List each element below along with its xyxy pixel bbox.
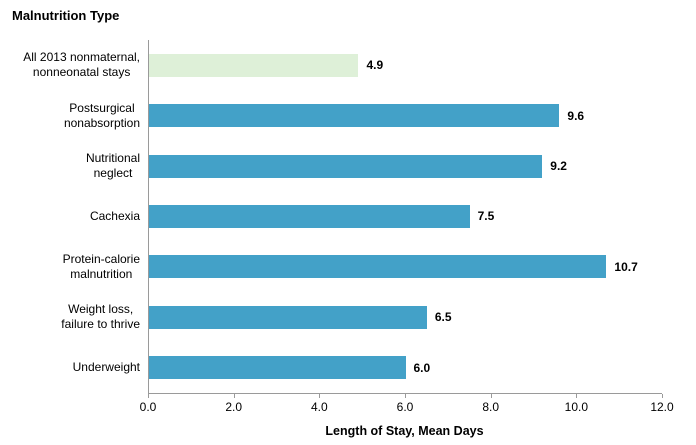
x-axis-tick-label: 6.0 xyxy=(396,400,414,414)
bar xyxy=(149,204,470,228)
x-axis-tick-label: 0.0 xyxy=(139,400,157,414)
category-label-text: Cachexia xyxy=(89,208,140,223)
x-axis-tick xyxy=(662,394,663,398)
x-axis-tick xyxy=(148,394,149,398)
x-axis-tick xyxy=(490,394,492,398)
category-labels-column: All 2013 nonmaternal, nonneonatal stays P… xyxy=(0,40,140,393)
chart-title: Malnutrition Type xyxy=(12,8,120,23)
category-label: Postsurgical nonabsorption xyxy=(0,90,140,140)
category-label-text: All 2013 nonmaternal, nonneonatal stays xyxy=(23,50,140,80)
bar-band: 9.2 xyxy=(149,141,662,191)
x-axis-tick xyxy=(233,394,235,398)
x-axis-tick xyxy=(405,394,406,398)
category-label: Protein-calorie malnutrition xyxy=(0,242,140,292)
value-label: 7.5 xyxy=(477,209,495,224)
bar xyxy=(149,154,543,178)
value-label: 9.2 xyxy=(550,159,567,174)
x-axis-tick xyxy=(576,394,578,398)
category-label-text: Underweight xyxy=(72,360,140,375)
x-axis-tick-label: 2.0 xyxy=(225,400,242,414)
x-axis-tick-label: 10.0 xyxy=(564,400,589,414)
x-axis-tick-label: 4.0 xyxy=(310,400,328,414)
bar xyxy=(149,356,406,380)
value-label: 9.6 xyxy=(567,108,585,123)
x-axis-tick-label: 12.0 xyxy=(650,400,674,414)
plot-area: 4.9 9.6 9.2 7.5 10.7 6.5 6.0 xyxy=(148,40,662,394)
bar xyxy=(149,104,560,128)
category-label: Cachexia xyxy=(0,191,140,241)
x-axis-tick xyxy=(319,394,321,398)
bar-band: 6.5 xyxy=(149,292,662,342)
value-label: 10.7 xyxy=(614,259,638,274)
bar-band: 9.6 xyxy=(149,90,662,140)
bar xyxy=(149,53,359,77)
value-label: 4.9 xyxy=(366,58,384,73)
value-label: 6.0 xyxy=(413,360,431,375)
bar-band: 10.7 xyxy=(149,242,662,292)
category-label-text: Nutritional neglect xyxy=(85,151,140,181)
bar xyxy=(149,305,427,329)
bar xyxy=(149,255,607,279)
category-label: All 2013 nonmaternal, nonneonatal stays xyxy=(0,40,140,90)
x-axis-tick-label: 8.0 xyxy=(482,400,499,414)
category-label-text: Protein-calorie malnutrition xyxy=(62,251,140,281)
category-label: Nutritional neglect xyxy=(0,141,140,191)
category-label: Weight loss, failure to thrive xyxy=(0,292,140,342)
x-axis-title: Length of Stay, Mean Days xyxy=(325,424,484,438)
value-label: 6.5 xyxy=(434,310,452,325)
x-axis: 0.0 2.0 4.0 6.0 8.0 10.0 12.0 xyxy=(140,393,674,414)
category-label: Underweight xyxy=(0,343,140,393)
bar-band: 7.5 xyxy=(149,191,662,241)
category-label-text: Weight loss, failure to thrive xyxy=(61,302,140,332)
bar-band: 4.9 xyxy=(149,40,662,90)
category-label-text: Postsurgical nonabsorption xyxy=(63,100,140,130)
bar-band: 6.0 xyxy=(149,343,662,393)
